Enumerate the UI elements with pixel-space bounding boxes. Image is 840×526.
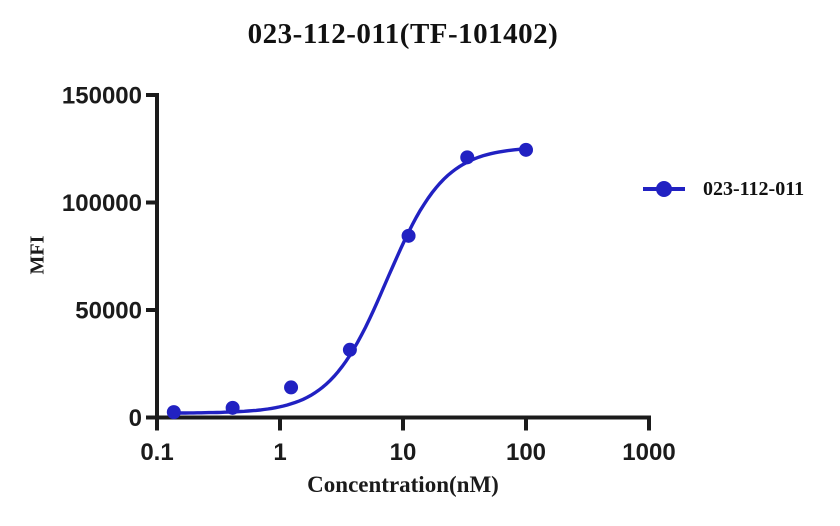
data-point [225, 400, 240, 415]
x-tick-label: 10 [390, 439, 417, 466]
x-tick-label: 1 [273, 439, 286, 466]
legend-label: 023-112-011 [703, 177, 805, 200]
y-tick-label: 0 [129, 405, 142, 432]
fit-curve [172, 147, 528, 415]
x-tick-label: 1000 [622, 439, 675, 466]
x-tick-label: 0.1 [140, 439, 173, 466]
data-point [460, 150, 475, 165]
chart-title: 023-112-011(TF-101402) [247, 18, 559, 50]
legend-dot [656, 181, 672, 197]
y-tick-label: 50000 [75, 298, 142, 325]
x-axis-title: Concentration(nM) [307, 472, 499, 497]
data-point [166, 405, 181, 420]
data-point [342, 342, 357, 357]
y-tick-label: 100000 [62, 190, 142, 217]
legend: 023-112-011 [641, 176, 804, 202]
y-axis-title: MFI [26, 235, 49, 275]
y-tick-label: 150000 [62, 83, 142, 110]
x-tick-label: 100 [506, 439, 546, 466]
data-point [519, 142, 533, 157]
data-point [401, 228, 416, 243]
data-point [284, 380, 299, 395]
legend-marker-icon [643, 181, 685, 197]
